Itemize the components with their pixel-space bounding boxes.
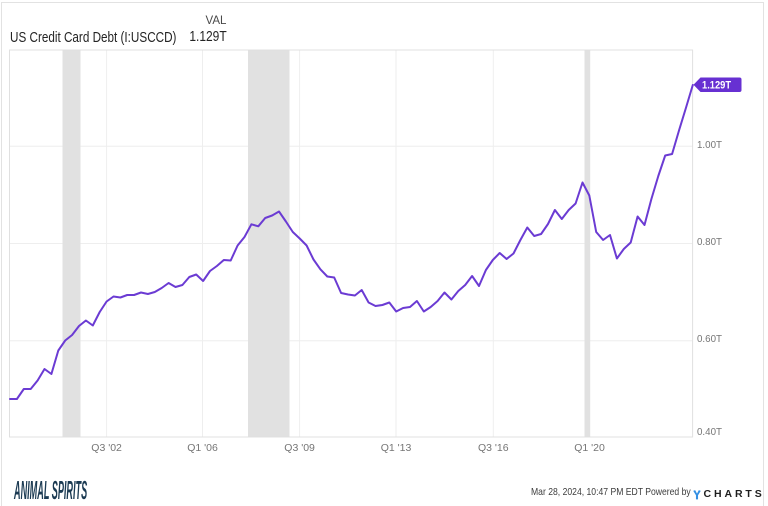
- svg-text:1.129T: 1.129T: [702, 80, 732, 92]
